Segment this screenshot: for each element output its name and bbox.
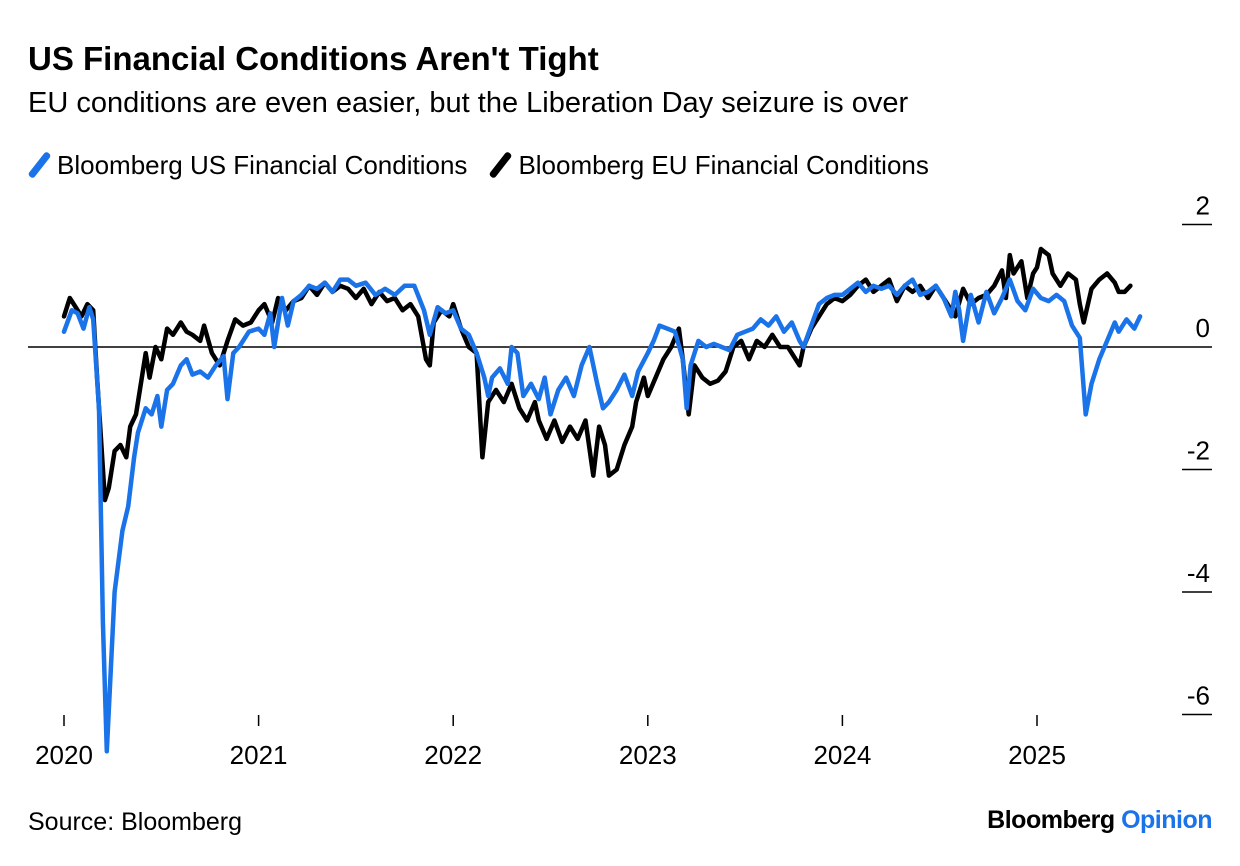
x-tick-label-5: 2025 (1008, 740, 1066, 770)
x-tick-label-4: 2024 (813, 740, 871, 770)
chart-title: US Financial Conditions Aren't Tight (28, 40, 599, 77)
x-tick-label-0: 2020 (35, 740, 93, 770)
x-tick-label-3: 2023 (619, 740, 677, 770)
brand-logo: Bloomberg Opinion (987, 806, 1212, 835)
legend-swatch-us (27, 151, 52, 179)
legend-item-eu: Bloomberg EU Financial Conditions (488, 149, 929, 181)
y-tick-label-2: -2 (1187, 436, 1210, 466)
y-tick-label-1: 0 (1196, 313, 1210, 343)
y-tick-label-4: -6 (1187, 681, 1210, 711)
x-tick-label-1: 2021 (230, 740, 288, 770)
legend-swatch-eu (488, 151, 513, 179)
y-tick-label-0: 2 (1196, 191, 1210, 221)
y-tick-label-3: -4 (1187, 558, 1210, 588)
legend-item-us: Bloomberg US Financial Conditions (27, 149, 468, 181)
line-chart: 2 0 -2 -4 -6 2020 2021 2022 2023 2024 2025 (28, 191, 1212, 770)
legend: Bloomberg US Financial Conditions Bloomb… (27, 148, 951, 182)
brand-name: Bloomberg (987, 806, 1115, 834)
source-note: Source: Bloomberg (28, 808, 243, 836)
x-tick-label-2: 2022 (424, 740, 482, 770)
series-line-us (61, 277, 1143, 754)
chart-subtitle: EU conditions are even easier, but the L… (28, 87, 909, 119)
legend-label-us: Bloomberg US Financial Conditions (57, 149, 468, 180)
brand-suffix: Opinion (1121, 806, 1212, 834)
legend-label-eu: Bloomberg EU Financial Conditions (518, 149, 929, 180)
